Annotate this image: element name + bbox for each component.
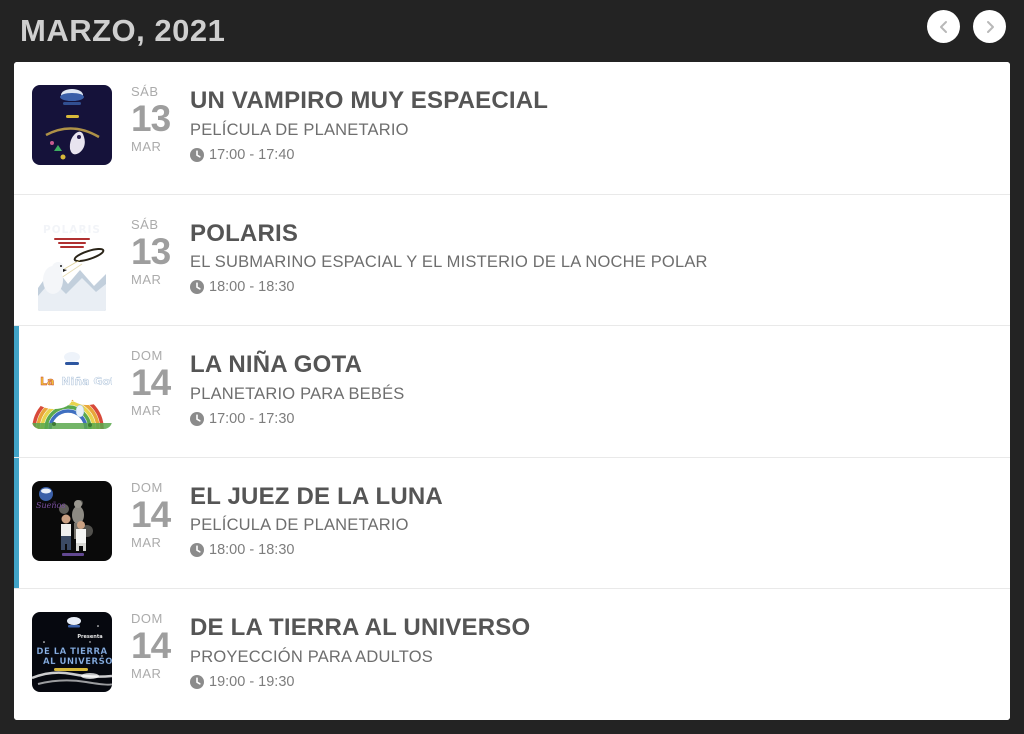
event-subtitle: PELÍCULA DE PLANETARIO [190, 516, 409, 535]
poster-nina-title-prefix: La [40, 375, 54, 388]
event-month: MAR [131, 403, 162, 419]
event-title[interactable]: LA NIÑA GOTA [190, 351, 363, 379]
event-time-text: 18:00 - 18:30 [209, 542, 295, 559]
event-time: 18:00 - 18:30 [190, 279, 708, 295]
event-subtitle: PLANETARIO PARA BEBÉS [190, 384, 405, 403]
clock-icon [190, 674, 204, 689]
event-day-abbr: DOM [131, 348, 163, 364]
event-date: DOM 14 MAR [131, 349, 178, 457]
event-row[interactable]: POLARIS SÁB 13 MAR POLARIS EL SUBMARINO … [14, 193, 1010, 326]
event-details: UN VAMPIRO MUY ESPAECIAL PELÍCULA DE PLA… [190, 85, 548, 194]
event-day-abbr: DOM [131, 479, 163, 495]
event-subtitle: PELÍCULA DE PLANETARIO [190, 120, 409, 139]
event-date: DOM 14 MAR [131, 612, 178, 720]
event-details: EL JUEZ DE LA LUNA PELÍCULA DE PLANETARI… [190, 481, 443, 589]
event-month: MAR [131, 271, 162, 287]
chevron-right-icon [986, 20, 994, 33]
event-day-number: 14 [131, 625, 171, 667]
poster-tierra-presenta: Presenta [77, 634, 102, 640]
event-title[interactable]: POLARIS [190, 219, 299, 247]
event-day-number: 13 [131, 230, 171, 272]
event-day-number: 14 [131, 493, 171, 535]
event-time-text: 19:00 - 19:30 [209, 673, 295, 690]
event-thumbnail-juez: Sueños [32, 480, 112, 561]
next-month-button[interactable] [973, 10, 1006, 43]
event-thumbnail-tierra: Presenta DE LA TIERRA AL UNIVERSO [32, 612, 112, 693]
poster-tierra-title2: AL UNIVERSO [43, 657, 112, 667]
event-details: POLARIS EL SUBMARINO ESPACIAL Y EL MISTE… [190, 218, 708, 326]
event-row[interactable]: SÁB 13 MAR UN VAMPIRO MUY ESPAECIAL PELÍ… [14, 62, 1010, 194]
event-row[interactable]: Presenta DE LA TIERRA AL UNIVERSO DOM 14… [14, 588, 1010, 720]
poster-nina-title-rest: Niña Gota [61, 375, 112, 388]
event-date: SÁB 13 MAR [131, 85, 178, 194]
event-thumbnail-polaris: POLARIS [38, 217, 106, 311]
event-day-number: 14 [131, 362, 171, 404]
event-time-text: 17:00 - 17:30 [209, 410, 295, 427]
event-month: MAR [131, 139, 162, 154]
event-time-text: 18:00 - 18:30 [209, 279, 295, 296]
event-time: 17:00 - 17:30 [190, 411, 405, 427]
event-title[interactable]: DE LA TIERRA AL UNIVERSO [190, 614, 531, 642]
event-thumbnail: Presenta DE LA TIERRA AL UNIVERSO [32, 612, 112, 720]
event-thumbnail-nina: La Niña Gota [32, 349, 112, 430]
event-thumbnail: Sueños [32, 480, 112, 589]
event-thumbnail: POLARIS [32, 217, 112, 326]
clock-icon [190, 543, 204, 558]
event-title[interactable]: UN VAMPIRO MUY ESPAECIAL [190, 87, 549, 114]
event-date: DOM 14 MAR [131, 481, 178, 589]
event-subtitle: PROYECCIÓN PARA ADULTOS [190, 647, 433, 666]
event-time: 19:00 - 19:30 [190, 674, 530, 690]
page-title: MARZO, 2021 [20, 13, 226, 48]
poster-polaris-title: POLARIS [43, 224, 101, 236]
event-day-abbr: DOM [131, 611, 163, 627]
event-row[interactable]: La Niña Gota DOM 14 MAR LA NIÑ [14, 325, 1010, 457]
event-month: MAR [131, 666, 162, 682]
event-thumbnail [32, 85, 112, 194]
event-row[interactable]: Sueños DOM 14 MAR EL JUEZ DE LA LUNA PEL… [14, 456, 1010, 589]
event-day-number: 13 [131, 98, 171, 139]
event-subtitle: EL SUBMARINO ESPACIAL Y EL MISTERIO DE L… [190, 253, 708, 272]
poster-juez-brand: Sueños [36, 501, 65, 510]
clock-icon [190, 147, 204, 162]
chevron-left-icon [939, 20, 947, 33]
event-details: LA NIÑA GOTA PLANETARIO PARA BEBÉS 17:00… [190, 349, 405, 457]
svg-text:La Niña Gota: La Niña Gota [40, 375, 112, 388]
event-time: 18:00 - 18:30 [190, 542, 443, 558]
poster-tierra-title1: DE LA TIERRA [36, 647, 107, 657]
event-thumbnail-vampiro [32, 85, 112, 165]
event-month: MAR [131, 534, 162, 550]
prev-month-button[interactable] [927, 10, 960, 43]
event-time-text: 17:00 - 17:40 [209, 146, 295, 163]
event-day-abbr: SÁB [131, 216, 159, 232]
event-date: SÁB 13 MAR [131, 218, 178, 326]
event-thumbnail: La Niña Gota [32, 349, 112, 457]
clock-icon [190, 280, 204, 295]
clock-icon [190, 411, 204, 426]
event-day-abbr: SÁB [131, 84, 159, 99]
calendar-header: MARZO, 2021 [0, 0, 1024, 62]
event-time: 17:00 - 17:40 [190, 147, 548, 163]
events-list: SÁB 13 MAR UN VAMPIRO MUY ESPAECIAL PELÍ… [14, 62, 1010, 720]
event-details: DE LA TIERRA AL UNIVERSO PROYECCIÓN PARA… [190, 612, 530, 720]
event-title[interactable]: EL JUEZ DE LA LUNA [190, 482, 443, 510]
